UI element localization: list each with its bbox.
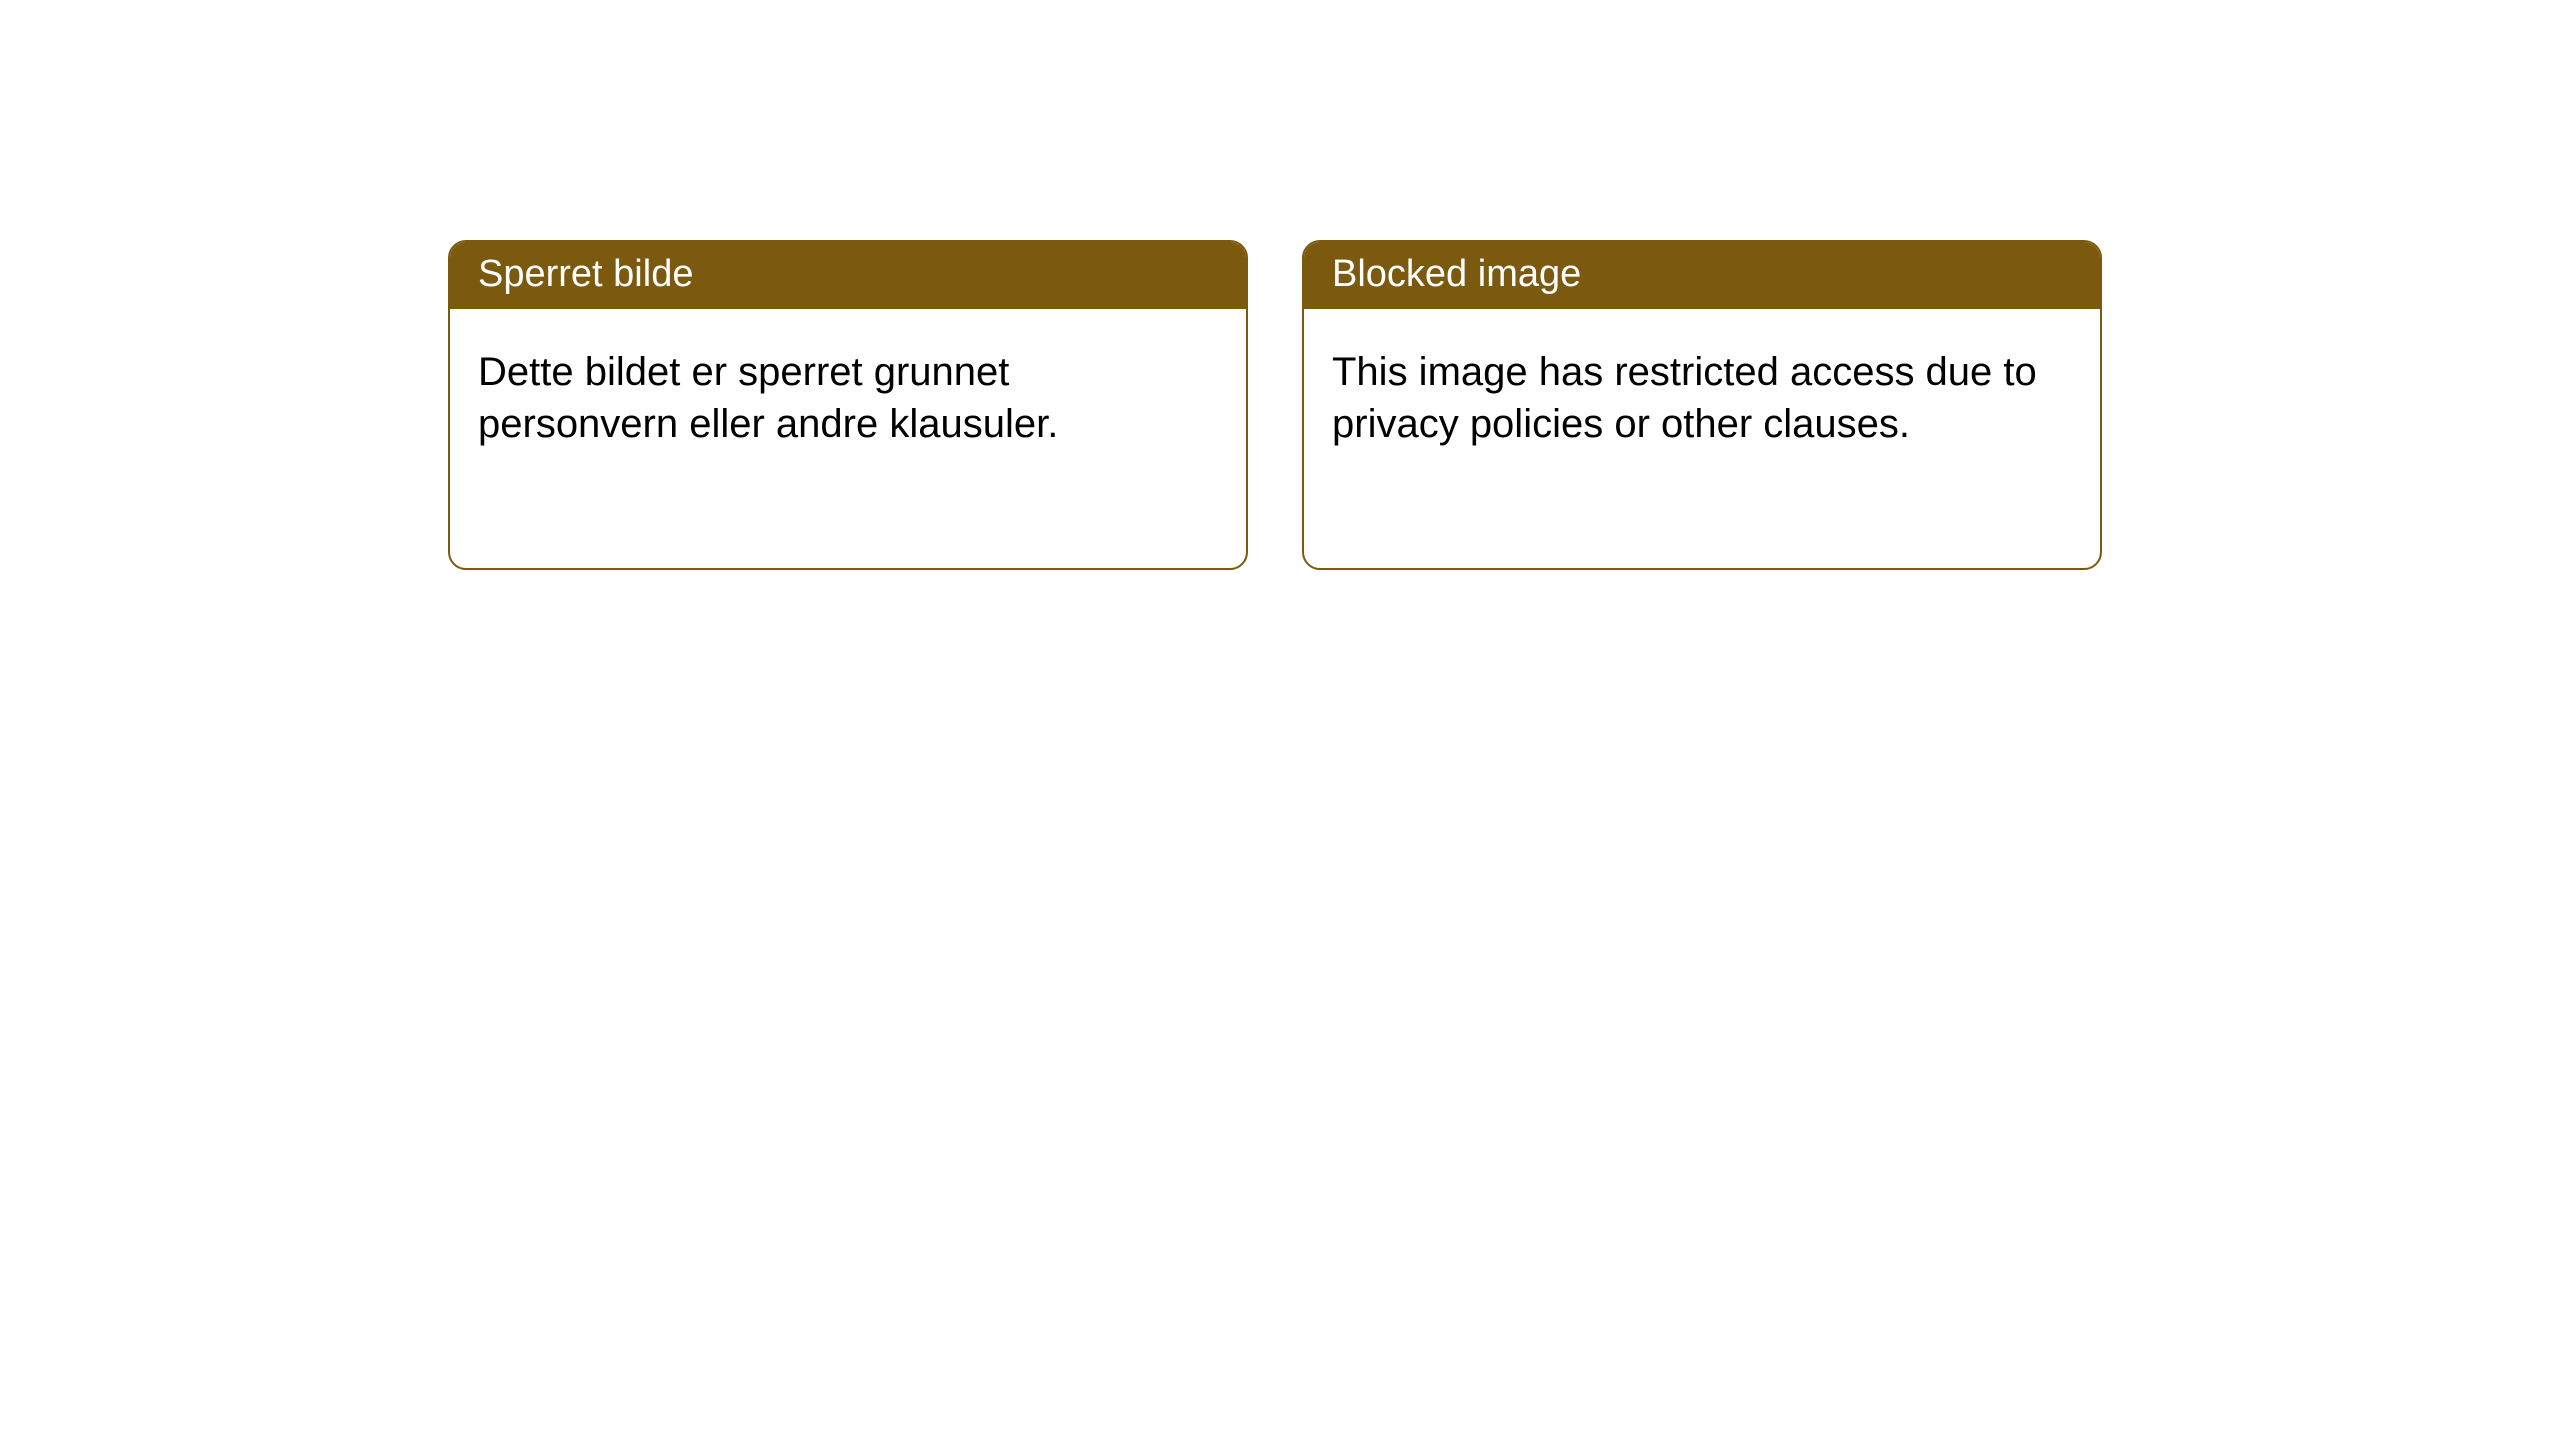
card-body: Dette bildet er sperret grunnet personve… [450,309,1246,487]
card-header: Sperret bilde [450,242,1246,309]
notice-card-english: Blocked image This image has restricted … [1302,240,2102,570]
card-body: This image has restricted access due to … [1304,309,2100,487]
notice-cards-container: Sperret bilde Dette bildet er sperret gr… [448,240,2560,570]
notice-card-norwegian: Sperret bilde Dette bildet er sperret gr… [448,240,1248,570]
card-header: Blocked image [1304,242,2100,309]
